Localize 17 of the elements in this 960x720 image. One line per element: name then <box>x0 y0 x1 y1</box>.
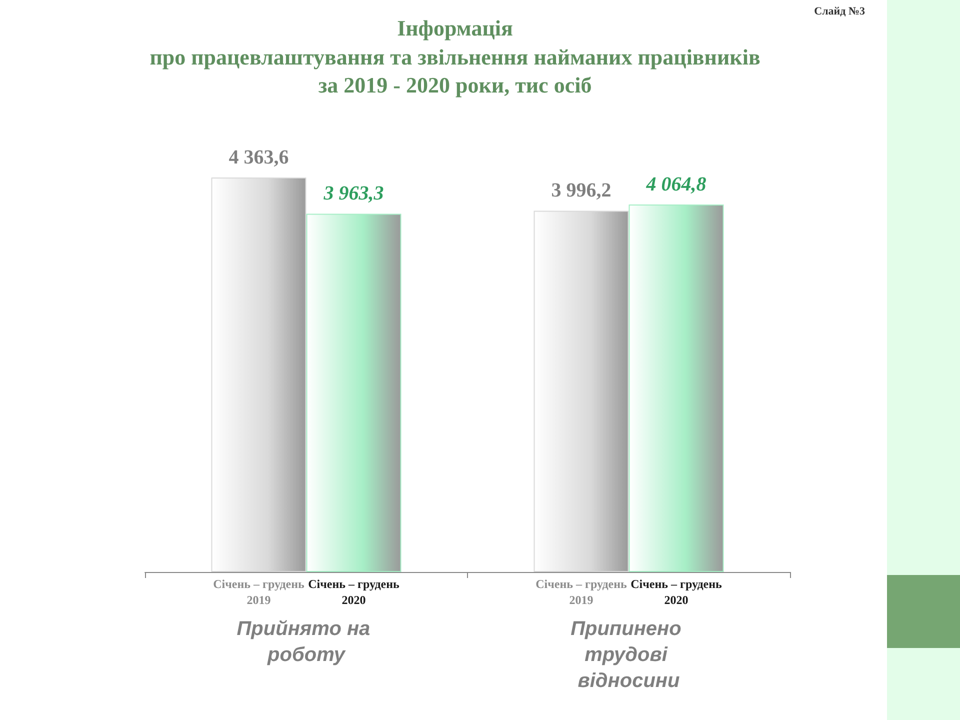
data-label: 4 363,6 <box>228 146 289 169</box>
chart-subtitle: про працевлаштування та звільнення найманих працівників за 2019 - 2020 роки, тис осіб <box>150 44 760 98</box>
chart-title: Інформація <box>397 16 514 40</box>
text: Січень – грудень 2020 <box>630 577 722 607</box>
bar <box>628 204 724 572</box>
data-label: 4 064,8 <box>645 174 706 196</box>
text: Січень – грудень 2019 <box>536 577 627 607</box>
text: Слайд №3 <box>814 6 866 18</box>
bar <box>534 210 629 572</box>
data-label: 3 963,3 <box>322 182 384 205</box>
x-tick-label: Прийнято на роботу <box>236 618 376 666</box>
series-label: Січень – грудень 2019 <box>213 577 306 607</box>
bar <box>211 178 306 572</box>
bar <box>306 214 402 572</box>
x-tick-label: Припинено трудові відносини <box>570 618 687 692</box>
series-label: Січень – грудень 2020 <box>308 577 400 607</box>
data-label: 3 996,2 <box>551 180 612 202</box>
